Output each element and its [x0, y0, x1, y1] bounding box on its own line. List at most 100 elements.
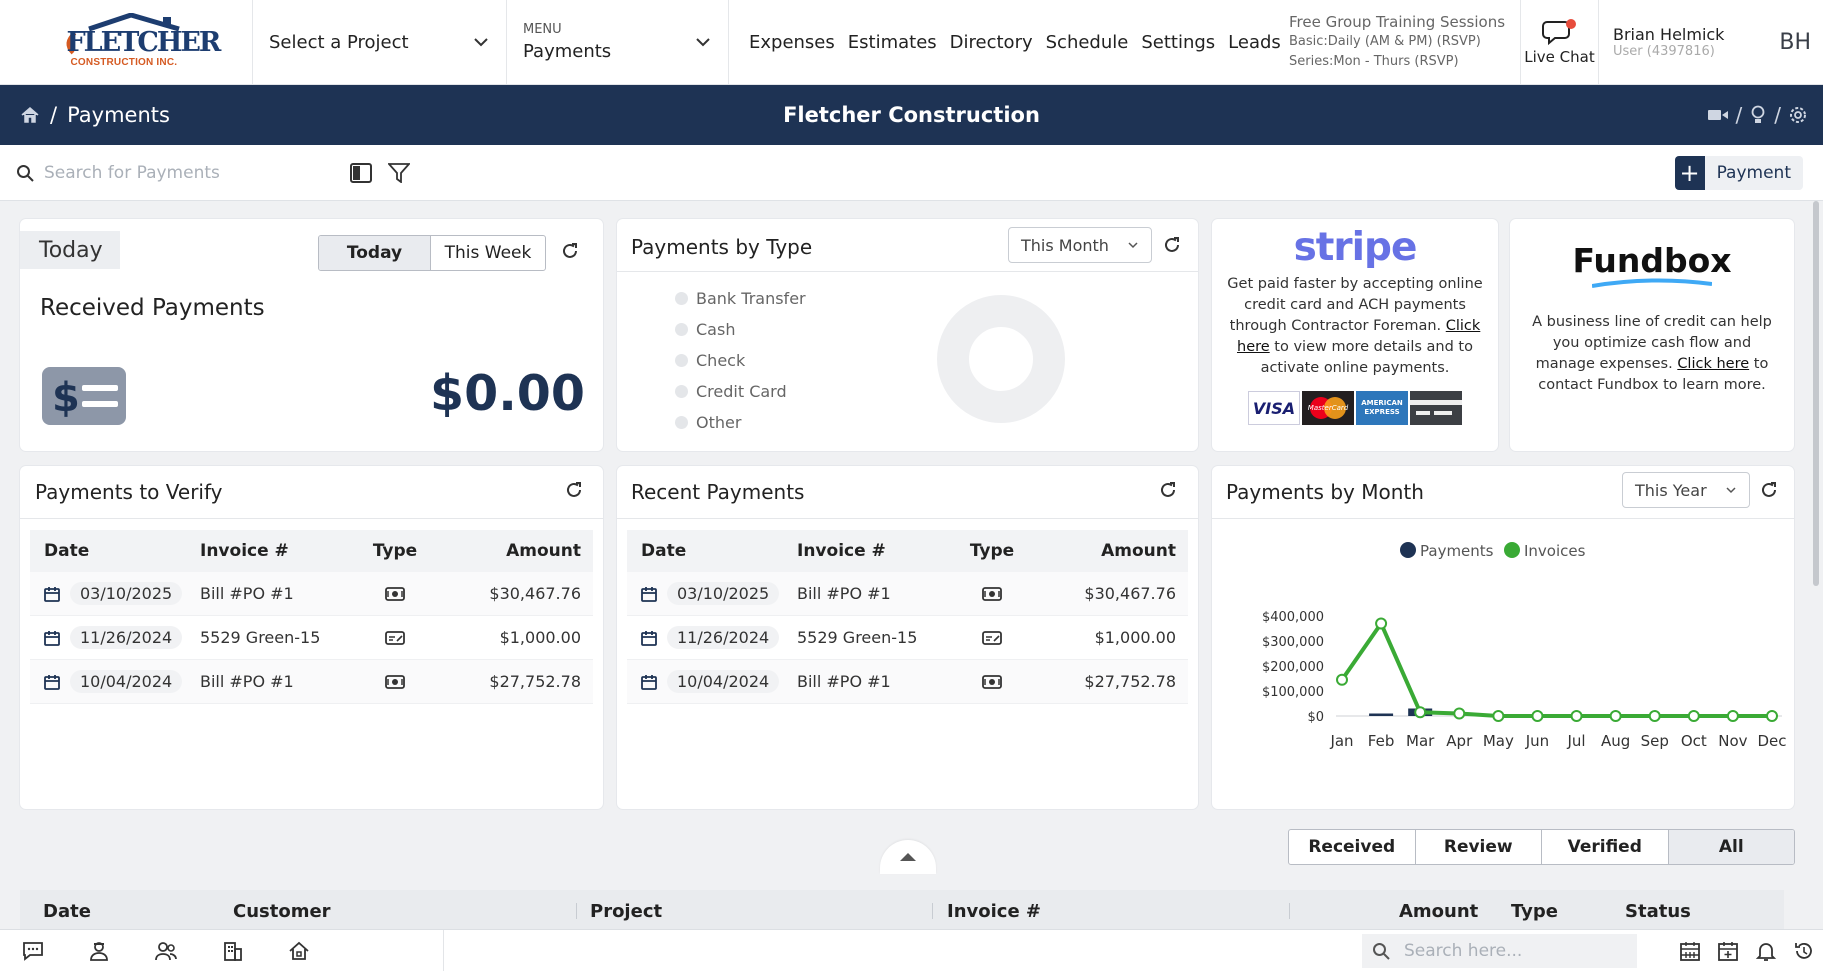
- table-row[interactable]: 11/26/2024 5529 Green-15 $1,000.00: [627, 616, 1188, 660]
- training-series[interactable]: Series:Mon - Thurs (RSVP): [1289, 54, 1459, 69]
- quick-link-expenses[interactable]: Expenses: [749, 31, 835, 53]
- col-invoice[interactable]: Invoice #: [200, 541, 289, 561]
- quick-link-schedule[interactable]: Schedule: [1045, 31, 1129, 53]
- y-tick-label: $0: [1307, 710, 1324, 725]
- home-icon[interactable]: [20, 106, 40, 124]
- company-logo[interactable]: FLETCHER CONSTRUCTION INC.: [0, 0, 253, 84]
- live-chat-button[interactable]: Live Chat: [1521, 0, 1599, 84]
- payments-to-verify-card: Payments to Verify Date Invoice # Type A…: [20, 466, 603, 809]
- calendar-add-icon[interactable]: [1717, 940, 1739, 962]
- legend-label: Bank Transfer: [696, 289, 806, 308]
- legend-credit-card[interactable]: Credit Card: [675, 382, 787, 401]
- filter-review[interactable]: Review: [1416, 830, 1542, 864]
- training-basic[interactable]: Basic:Daily (AM & PM) (RSVP): [1289, 34, 1481, 49]
- svg-text:$: $: [52, 375, 80, 421]
- received-payments-card: Today Today This Week Received Payments …: [20, 219, 603, 451]
- refresh-icon[interactable]: [1759, 480, 1779, 500]
- payments-to-verify-title: Payments to Verify: [35, 480, 223, 504]
- invoice-value[interactable]: 5529 Green-15: [200, 628, 321, 647]
- quick-link-leads[interactable]: Leads: [1228, 31, 1281, 53]
- gear-icon[interactable]: [1789, 106, 1807, 124]
- users-icon[interactable]: [154, 940, 178, 962]
- house-icon[interactable]: [288, 940, 310, 962]
- stripe-click-here-link[interactable]: Click here: [1237, 318, 1481, 355]
- legend-label: Invoices: [1524, 542, 1586, 560]
- today-toggle[interactable]: Today: [319, 236, 431, 270]
- collapse-button[interactable]: [880, 840, 936, 874]
- filter-received[interactable]: Received: [1289, 830, 1416, 864]
- filter-all[interactable]: All: [1668, 830, 1794, 864]
- filter-verified[interactable]: Verified: [1542, 830, 1669, 864]
- legend-other[interactable]: Other: [675, 413, 741, 432]
- training-info[interactable]: Free Group Training Sessions Basic:Daily…: [1289, 0, 1521, 84]
- col-customer[interactable]: Customer: [233, 900, 331, 922]
- refresh-icon[interactable]: [1158, 480, 1178, 500]
- menu-select[interactable]: MENU Payments: [507, 0, 729, 84]
- legend-bank-transfer[interactable]: Bank Transfer: [675, 289, 806, 308]
- payments-by-month-chart: Payments Invoices $0 $100,000 $200,000 $300,0…: [1262, 542, 1787, 750]
- col-amount[interactable]: Amount: [1399, 900, 1479, 922]
- calendar-icon: [44, 630, 60, 646]
- table-header: Date Invoice # Type Amount: [627, 530, 1188, 572]
- col-date[interactable]: Date: [43, 900, 91, 922]
- stripe-text-before: Get paid faster by accepting online cred…: [1227, 276, 1483, 334]
- breadcrumb-current: Payments: [67, 103, 170, 127]
- message-icon[interactable]: [22, 941, 44, 961]
- history-icon[interactable]: [1793, 940, 1815, 962]
- col-type[interactable]: Type: [372, 541, 418, 561]
- fundbox-click-here-link[interactable]: Click here: [1677, 356, 1750, 372]
- user-menu[interactable]: Brian Helmick User (4397816) BH: [1599, 0, 1823, 84]
- col-amount[interactable]: Amount: [1101, 541, 1176, 561]
- project-select[interactable]: Select a Project: [253, 0, 507, 84]
- col-status[interactable]: Status: [1625, 900, 1691, 922]
- type-period-select[interactable]: This Month: [1008, 227, 1152, 263]
- col-type[interactable]: Type: [1511, 900, 1558, 922]
- refresh-icon[interactable]: [560, 241, 580, 261]
- col-amount[interactable]: Amount: [506, 541, 581, 561]
- worker-icon[interactable]: [88, 940, 110, 962]
- bell-icon[interactable]: [1755, 940, 1777, 962]
- quick-link-estimates[interactable]: Estimates: [847, 31, 937, 53]
- quick-link-directory[interactable]: Directory: [949, 31, 1033, 53]
- table-row[interactable]: 03/10/2025 Bill #PO #1 $30,467.76: [627, 572, 1188, 616]
- refresh-icon[interactable]: [564, 480, 584, 500]
- search-input[interactable]: [44, 162, 334, 183]
- card-logos: VISA MasterCard AMERICAN EXPRESS: [1212, 391, 1498, 425]
- invoice-value[interactable]: 5529 Green-15: [797, 628, 918, 647]
- table-row[interactable]: 10/04/2024 Bill #PO #1 $27,752.78: [627, 660, 1188, 704]
- calendar-icon: [44, 674, 60, 690]
- invoice-value[interactable]: Bill #PO #1: [200, 672, 294, 691]
- lightbulb-icon[interactable]: [1750, 105, 1766, 125]
- board-view-button[interactable]: [344, 156, 378, 190]
- calendar-grid-icon[interactable]: [1679, 940, 1701, 962]
- col-date[interactable]: Date: [44, 541, 90, 561]
- col-invoice[interactable]: Invoice #: [797, 541, 886, 561]
- invoice-value[interactable]: Bill #PO #1: [797, 584, 891, 603]
- table-row[interactable]: 03/10/2025 Bill #PO #1 $30,467.76: [30, 572, 593, 616]
- filter-button[interactable]: [382, 156, 416, 190]
- tool-separator: /: [1774, 103, 1781, 127]
- this-week-toggle[interactable]: This Week: [444, 243, 532, 263]
- month-period-select[interactable]: This Year: [1622, 472, 1750, 508]
- col-date[interactable]: Date: [641, 541, 687, 561]
- table-row[interactable]: 11/26/2024 5529 Green-15 $1,000.00: [30, 616, 593, 660]
- quick-link-settings[interactable]: Settings: [1141, 31, 1216, 53]
- legend-cash[interactable]: Cash: [675, 320, 735, 339]
- col-invoice[interactable]: Invoice #: [947, 900, 1042, 922]
- tool-separator: /: [1735, 103, 1743, 127]
- invoice-value[interactable]: Bill #PO #1: [200, 584, 294, 603]
- donut-chart: [937, 295, 1065, 423]
- footer-search-input[interactable]: [1404, 941, 1624, 961]
- add-payment-button[interactable]: + Payment: [1674, 156, 1803, 190]
- page-scrollbar[interactable]: [1813, 201, 1819, 586]
- table-row[interactable]: 10/04/2024 Bill #PO #1 $27,752.78: [30, 660, 593, 704]
- col-project[interactable]: Project: [590, 900, 663, 922]
- video-icon[interactable]: [1707, 108, 1728, 122]
- refresh-icon[interactable]: [1162, 235, 1182, 255]
- invoice-value[interactable]: Bill #PO #1: [797, 672, 891, 691]
- col-type[interactable]: Type: [969, 541, 1015, 561]
- building-icon[interactable]: [222, 940, 244, 962]
- legend-check[interactable]: Check: [675, 351, 745, 370]
- avatar[interactable]: BH: [1779, 29, 1811, 55]
- date-value: 03/10/2025: [667, 582, 780, 605]
